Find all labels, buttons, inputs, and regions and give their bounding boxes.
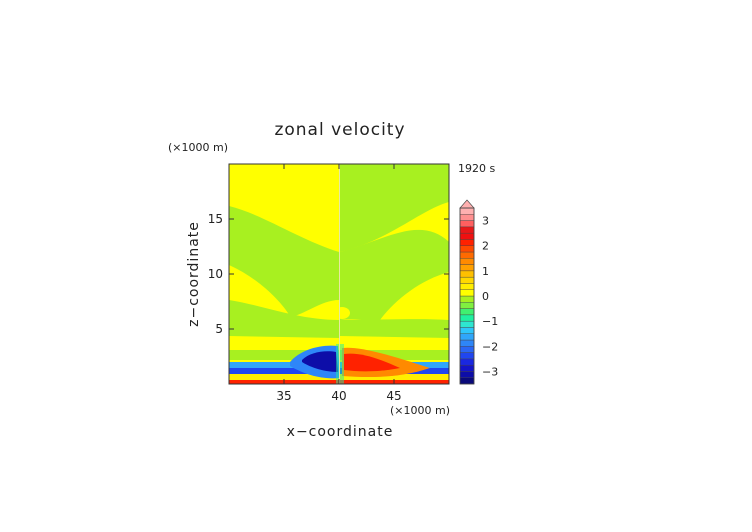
y-axis-label: z−coordinate: [186, 221, 202, 327]
plot-area: [229, 164, 449, 384]
colorbar-segment: [459, 320, 475, 328]
colorbar-segment: [459, 258, 475, 265]
colorbar-segment: [459, 346, 475, 353]
chart-title: zonal velocity: [274, 120, 405, 140]
y-tick-label: 10: [208, 267, 223, 281]
y-unit-label: (×1000 m): [168, 141, 228, 154]
colorbar-segment: [459, 308, 475, 316]
y-tick-label: 15: [208, 212, 223, 226]
colorbar-extend-arrow: [459, 199, 475, 209]
colorbar-segment: [459, 232, 475, 240]
colorbar-tick-label: 1: [482, 265, 489, 278]
colorbar-tick-label: 2: [482, 240, 489, 253]
colorbar-tick-label: −3: [482, 365, 498, 378]
contour-band-left-lower-green: [229, 300, 339, 338]
contour-band-right-green-upper: [340, 164, 449, 252]
x-tick-label: 45: [386, 389, 401, 403]
colorbar-segment: [459, 377, 475, 385]
colorbar: 3 2 1 0 −1 −2 −3: [459, 199, 498, 385]
time-label: 1920 s: [458, 162, 495, 175]
colorbar-segment: [459, 364, 475, 372]
colorbar-segment: [459, 220, 475, 228]
colorbar-segment: [459, 245, 475, 253]
colorbar-segment: [459, 207, 475, 215]
colorbar-segment: [459, 333, 475, 341]
colorbar-tick-label: −2: [482, 340, 498, 353]
colorbar-segment: [459, 239, 475, 246]
x-tick-label: 35: [276, 389, 291, 403]
colorbar-segment: [459, 214, 475, 221]
contour-small-yellow-island: [334, 307, 350, 319]
colorbar-segment: [459, 264, 475, 272]
y-axis: 5 10 15: [208, 212, 449, 336]
y-tick-label: 5: [215, 322, 223, 336]
contour-band-right-green: [340, 229, 449, 321]
contour-positive-jet-core: [344, 353, 400, 372]
x-unit-label: (×1000 m): [390, 404, 450, 417]
colorbar-segment: [459, 226, 475, 234]
colorbar-segment: [459, 251, 475, 259]
colorbar-segment: [459, 327, 475, 334]
colorbar-tick-label: 3: [482, 215, 489, 228]
colorbar-segment: [459, 289, 475, 297]
colorbar-segment: [459, 283, 475, 290]
colorbar-segment: [459, 314, 475, 322]
colorbar-segment: [459, 371, 475, 378]
colorbar-segment: [459, 358, 475, 366]
colorbar-tick-label: 0: [482, 290, 489, 303]
colorbar-segment: [459, 276, 475, 284]
colorbar-tick-label: −1: [482, 315, 498, 328]
colorbar-frame: [459, 207, 475, 385]
colorbar-segment: [459, 295, 475, 303]
x-tick-label: 40: [331, 389, 346, 403]
colorbar-segment: [459, 352, 475, 360]
colorbar-segment: [459, 339, 475, 347]
x-axis-label: x−coordinate: [287, 424, 394, 440]
contour-band-right-lower: [340, 319, 449, 338]
colorbar-segment: [459, 302, 475, 309]
colorbar-segment: [459, 270, 475, 278]
contour-band-left-green: [229, 206, 339, 317]
x-axis: 35 40 45: [276, 164, 402, 403]
contour-negative-jet-core: [302, 351, 338, 372]
